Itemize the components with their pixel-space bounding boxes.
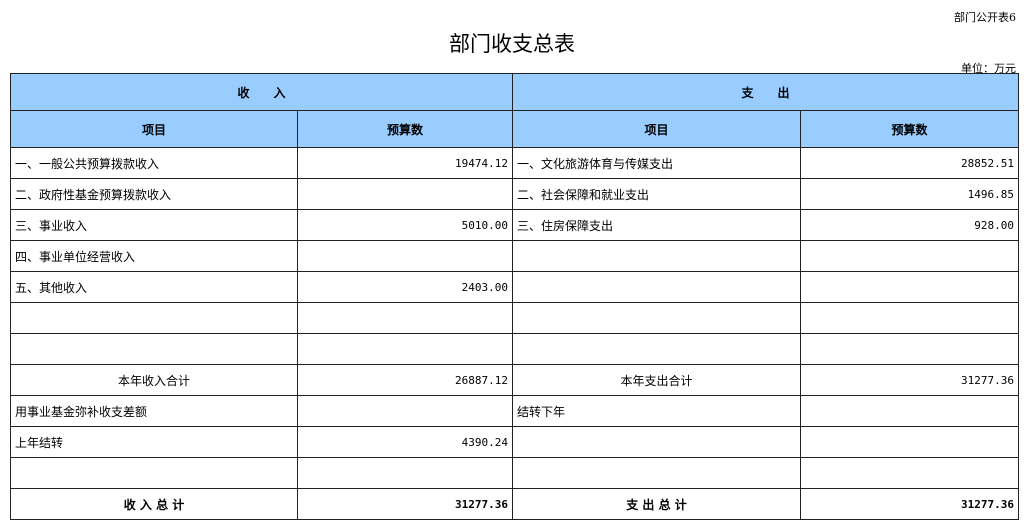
expense-value: 28852.51	[800, 147, 1020, 179]
income-item: 五、其他收入	[10, 271, 298, 303]
expense-item: 三、住房保障支出	[512, 209, 802, 241]
expense-item	[512, 271, 802, 303]
income-value: 4390.24	[296, 426, 514, 458]
income-item: 用事业基金弥补收支差额	[10, 395, 298, 427]
table-row: 四、事业单位经营收入	[10, 240, 1020, 272]
income-item	[10, 457, 298, 489]
income-value	[296, 333, 514, 365]
expense-header: 支 出	[512, 73, 1020, 111]
expense-item: 一、文化旅游体育与传媒支出	[512, 147, 802, 179]
income-value	[296, 302, 514, 334]
table-row: 一、一般公共预算拨款收入 19474.12 一、文化旅游体育与传媒支出 28852.5…	[10, 147, 1020, 179]
expense-value: 928.00	[800, 209, 1020, 241]
income-budget-header: 预算数	[296, 110, 514, 148]
page-title: 部门收支总表	[449, 32, 575, 56]
expense-item: 本年支出合计	[512, 364, 802, 396]
header-row-columns: 项目 预算数 项目 预算数	[10, 110, 1020, 148]
income-item: 上年结转	[10, 426, 298, 458]
income-value	[296, 457, 514, 489]
income-item: 四、事业单位经营收入	[10, 240, 298, 272]
income-value	[296, 178, 514, 210]
income-item: 二、政府性基金预算拨款收入	[10, 178, 298, 210]
table-row: 用事业基金弥补收支差额 结转下年	[10, 395, 1020, 427]
expense-value	[800, 333, 1020, 365]
table-row: 五、其他收入 2403.00	[10, 271, 1020, 303]
expense-item: 结转下年	[512, 395, 802, 427]
table-tag: 部门公开表6	[954, 11, 1016, 24]
income-header: 收 入	[9, 73, 514, 111]
income-item-header: 项目	[10, 110, 298, 148]
income-value: 19474.12	[296, 147, 514, 179]
expense-item: 支 出 总 计	[512, 488, 802, 520]
table-row	[10, 457, 1020, 489]
income-value: 31277.36	[296, 488, 514, 520]
budget-table: 收 入 支 出 项目 预算数 项目 预算数 一、一般公共预算拨款收入 19474.…	[9, 73, 1020, 520]
income-value: 2403.00	[296, 271, 514, 303]
income-item	[10, 333, 298, 365]
income-value: 5010.00	[296, 209, 514, 241]
expense-item	[512, 333, 802, 365]
expense-value	[800, 457, 1020, 489]
income-value: 26887.12	[296, 364, 514, 396]
expense-value: 31277.36	[800, 364, 1020, 396]
table-row: 二、政府性基金预算拨款收入 二、社会保障和就业支出 1496.85	[10, 178, 1020, 210]
expense-value: 31277.36	[800, 488, 1020, 520]
income-value	[296, 395, 514, 427]
table-row	[10, 302, 1020, 334]
table-row: 三、事业收入 5010.00 三、住房保障支出 928.00	[10, 209, 1020, 241]
income-item: 一、一般公共预算拨款收入	[10, 147, 298, 179]
expense-budget-header: 预算数	[800, 110, 1020, 148]
table-row: 上年结转 4390.24	[10, 426, 1020, 458]
expense-value	[800, 240, 1020, 272]
income-item: 本年收入合计	[10, 364, 298, 396]
expense-item-header: 项目	[512, 110, 802, 148]
expense-item	[512, 457, 802, 489]
expense-value	[800, 426, 1020, 458]
expense-value	[800, 271, 1020, 303]
unit-label: 单位：万元	[961, 62, 1016, 75]
income-item: 三、事业收入	[10, 209, 298, 241]
income-value	[296, 240, 514, 272]
income-item	[10, 302, 298, 334]
expense-item	[512, 302, 802, 334]
table-row	[10, 333, 1020, 365]
expense-value	[800, 395, 1020, 427]
expense-value: 1496.85	[800, 178, 1020, 210]
expense-value	[800, 302, 1020, 334]
subtotal-row: 本年收入合计 26887.12 本年支出合计 31277.36	[10, 364, 1020, 396]
expense-item	[512, 426, 802, 458]
income-item: 收 入 总 计	[10, 488, 298, 520]
header-row-sections: 收 入 支 出	[9, 73, 1020, 111]
expense-item	[512, 240, 802, 272]
expense-item: 二、社会保障和就业支出	[512, 178, 802, 210]
total-row: 收 入 总 计 31277.36 支 出 总 计 31277.36	[10, 488, 1020, 520]
